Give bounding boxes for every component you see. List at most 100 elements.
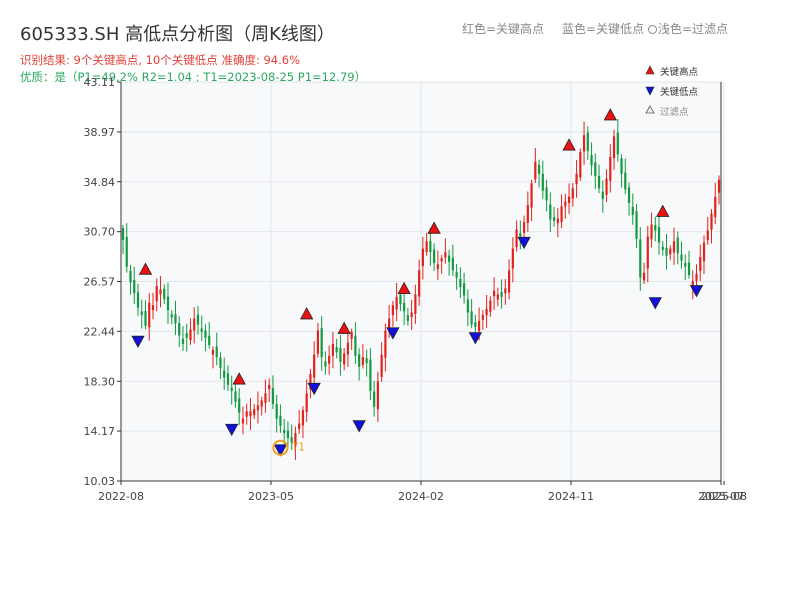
candle-body [264,393,267,403]
candle [219,352,222,379]
candle [560,194,563,229]
x-tick-label: 2025-07 [698,490,744,503]
candle [241,406,245,435]
result-summary: 识别结果: 9个关键高点, 10个关键低点 准确度: 94.6% [20,53,301,67]
candle-body [639,239,642,278]
candle [680,241,683,269]
candle-body [496,294,499,300]
candle [706,216,709,245]
candle-body [166,296,170,311]
x-tick-label: 2022-08 [98,490,144,503]
candle-body [601,191,604,200]
candle-body [133,279,136,294]
candle-body [459,278,462,288]
candle-body [230,387,233,391]
candle [211,346,215,369]
candle [193,307,196,344]
candle-body [151,305,155,311]
candle [215,332,218,366]
candle-body [234,391,237,402]
candle-body [421,248,424,267]
candle-body [436,264,439,270]
candle-body [365,358,368,364]
candle-body [283,430,286,434]
candle [586,126,589,160]
candle-body [140,311,143,315]
candle [148,293,151,341]
candle-body [395,296,398,310]
candle [485,295,488,328]
candle-body [241,418,245,424]
candle-body [328,355,331,364]
candle-body [343,353,346,365]
key-high-marker [397,281,411,295]
candle-body [571,188,574,199]
candle [597,164,601,194]
candle [181,326,185,351]
key-high-marker [337,321,351,334]
candle [545,179,548,212]
candle-body [196,314,200,325]
candle [605,169,608,202]
candle-body [305,393,308,412]
candle-body [256,405,260,411]
candle-body [440,258,443,262]
candle [582,121,586,165]
candle [271,375,275,409]
candle-body [189,329,192,341]
candle-body [121,228,125,241]
candle [189,318,192,345]
candle [575,159,578,198]
candle-body [335,347,338,353]
candle [335,338,338,359]
y-tick-label: 14.17 [84,425,116,438]
candle [290,424,293,450]
key-high-marker [656,204,670,217]
candle [433,243,436,272]
candle-body [215,346,218,358]
candle-body [433,249,436,264]
candle [665,233,668,270]
candle [391,300,394,327]
candle [455,264,458,290]
candle-body [616,132,619,155]
key-low-marker [273,444,288,457]
candle-body [358,354,361,367]
candle [676,231,679,265]
candle-body [406,315,409,321]
y-tick-label: 38.97 [84,126,116,139]
header-legend-gray-text: 浅色=过滤点 [658,22,729,36]
candle [590,142,593,176]
header-legend-blue: 蓝色=关键低点 [562,22,645,36]
candle [684,254,687,281]
key-low-marker [689,285,704,298]
y-tick-label: 18.30 [84,375,116,388]
candle-body [590,155,593,166]
header-legend-gray: 浅色=过滤点 [648,20,728,37]
candle [129,265,132,295]
candle-body [324,361,327,367]
candle-body [631,206,634,215]
x-tick-label: 2024-02 [398,490,444,503]
candle [515,220,518,252]
candle-body [672,241,676,253]
candle-body [560,206,563,223]
candle [159,276,162,308]
candle-body [609,156,612,181]
candle [571,183,574,207]
candle [669,245,672,261]
candle-body [193,318,196,331]
x-tick-label: 2024-11 [548,490,594,503]
candle [151,292,155,320]
candle [448,250,451,276]
candle-body [249,411,252,417]
candle [125,223,128,273]
candle-body [331,343,335,356]
candle [425,232,428,256]
candle-body [582,135,586,152]
candle [196,305,200,335]
candle-body [185,333,188,338]
candle [519,220,522,250]
candle-body [710,213,713,230]
candle [601,180,604,213]
